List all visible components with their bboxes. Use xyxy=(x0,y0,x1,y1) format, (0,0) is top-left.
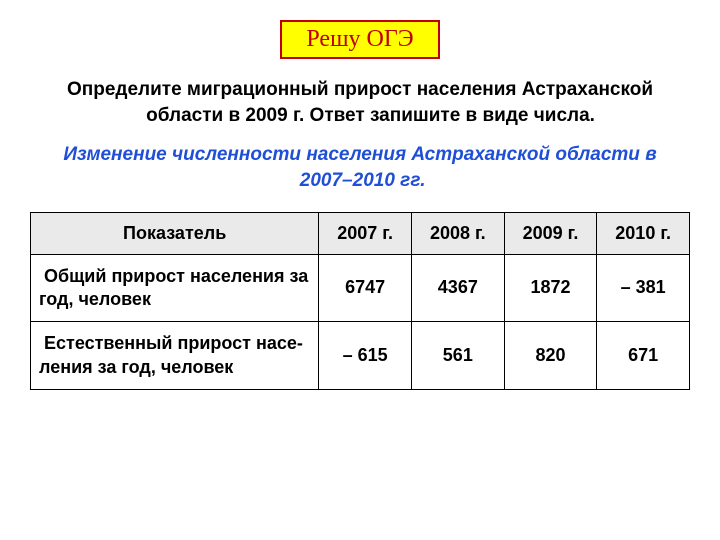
cell-value: 671 xyxy=(597,322,690,390)
col-header-2007: 2007 г. xyxy=(319,212,412,254)
cell-value: 1872 xyxy=(504,254,597,322)
cell-value: 4367 xyxy=(411,254,504,322)
cell-value: – 381 xyxy=(597,254,690,322)
cell-value: 6747 xyxy=(319,254,412,322)
badge-text: Решу ОГЭ xyxy=(306,26,413,52)
question-text: Опре­де­ли­те ми­гра­ци­он­ный при­рост … xyxy=(40,77,680,128)
col-header-indicator: Показатель xyxy=(31,212,319,254)
row-label: Общий при­рост на­се­ле­ния за год, че­л… xyxy=(31,254,319,322)
col-header-2008: 2008 г. xyxy=(411,212,504,254)
cell-value: 820 xyxy=(504,322,597,390)
table-row: Есте­ствен­ный при­рост на­се­ле­ния за … xyxy=(31,322,690,390)
table-header-row: Показатель 2007 г. 2008 г. 2009 г. 2010 … xyxy=(31,212,690,254)
col-header-2010: 2010 г. xyxy=(597,212,690,254)
data-table: Показатель 2007 г. 2008 г. 2009 г. 2010 … xyxy=(30,212,690,391)
cell-value: – 615 xyxy=(319,322,412,390)
badge-box: Решу ОГЭ xyxy=(280,20,440,59)
table-row: Общий при­рост на­се­ле­ния за год, че­л… xyxy=(31,254,690,322)
cell-value: 561 xyxy=(411,322,504,390)
subtitle-text: Из­ме­не­ние чис­лен­но­сти на­се­ле­ния… xyxy=(60,142,660,193)
col-header-2009: 2009 г. xyxy=(504,212,597,254)
row-label: Есте­ствен­ный при­рост на­се­ле­ния за … xyxy=(31,322,319,390)
